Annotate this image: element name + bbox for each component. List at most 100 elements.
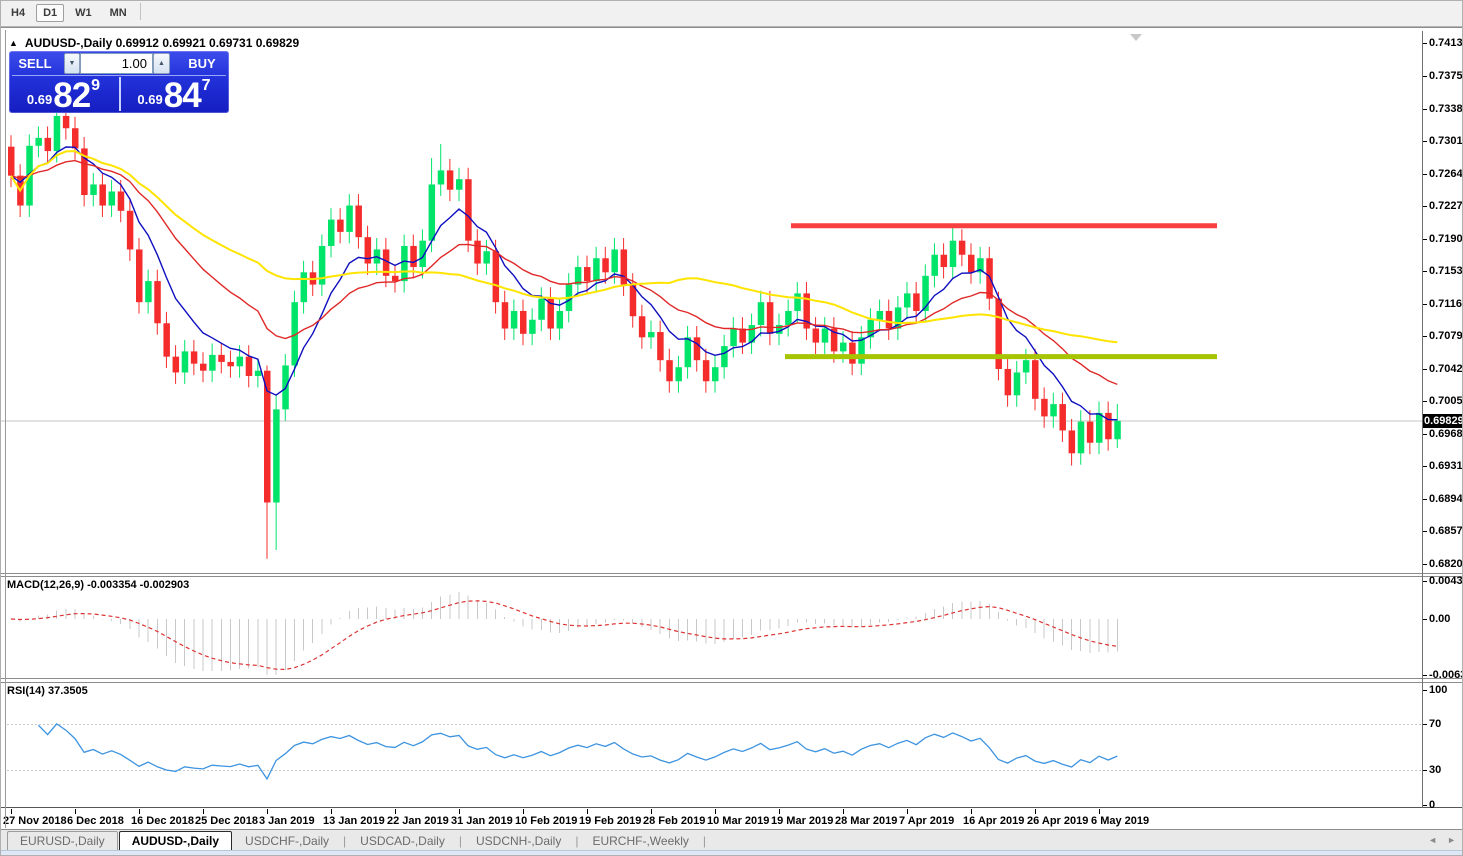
- buy-price-button[interactable]: 0.69 84 7: [119, 77, 227, 113]
- candle-down: [474, 240, 481, 264]
- candle-up: [593, 258, 600, 282]
- buy-button[interactable]: BUY: [188, 56, 216, 71]
- time-axis-tick: [779, 809, 780, 814]
- candle-down: [44, 137, 52, 152]
- candle-down: [584, 267, 591, 282]
- macd-label: MACD(12,26,9) -0.003354 -0.002903: [7, 579, 190, 591]
- one-click-toggle-icon[interactable]: ▲: [9, 38, 18, 48]
- chart-tab-eurusd-daily[interactable]: EURUSD-,Daily: [7, 831, 118, 852]
- rsi-line: [37, 723, 1118, 781]
- candle-up: [949, 240, 957, 268]
- timeframe-w1[interactable]: W1: [75, 7, 92, 19]
- volume-input[interactable]: [80, 53, 153, 74]
- candle-up: [785, 310, 792, 326]
- candle-up: [1077, 421, 1085, 454]
- timeframe-d1[interactable]: D1: [36, 4, 65, 22]
- time-axis-tick: [1035, 809, 1037, 814]
- volume-decrease-button[interactable]: ▼: [64, 53, 80, 74]
- tabs-scroll-left-icon[interactable]: ◄: [1428, 835, 1438, 845]
- macd-signal-line: [10, 600, 1118, 671]
- candle-down: [1004, 368, 1012, 396]
- candle-up: [867, 319, 874, 338]
- candle-up: [1013, 372, 1021, 396]
- timeframe-h4[interactable]: H4: [11, 7, 26, 19]
- tab-separator: |: [343, 834, 347, 848]
- candle-down: [136, 249, 143, 303]
- candle-down: [364, 237, 372, 264]
- chart-tab-usdchf-daily[interactable]: USDCHF-,Daily: [245, 834, 330, 848]
- sell-button[interactable]: SELL: [18, 56, 52, 71]
- candle-down: [446, 170, 454, 190]
- chart-workspace: ▲ AUDUSD-,Daily 0.69912 0.69921 0.69731 0…: [1, 27, 1463, 829]
- candle-down: [739, 328, 746, 343]
- sell-price-button[interactable]: 0.69 82 9: [10, 77, 117, 113]
- candle-down: [849, 342, 856, 364]
- macd-canvas[interactable]: [1, 577, 1422, 678]
- chart-shift-marker[interactable]: [1130, 34, 1142, 41]
- candle-up: [483, 251, 490, 264]
- candle-up: [53, 115, 61, 152]
- candle-up: [840, 342, 847, 352]
- volume-increase-button[interactable]: ▲: [153, 53, 170, 74]
- candle-up: [1114, 420, 1121, 440]
- chart-tab-audusd-daily[interactable]: AUDUSD-,Daily: [118, 831, 233, 852]
- candle-down: [693, 337, 701, 361]
- time-axis-label: 10 Feb 2019: [515, 815, 578, 827]
- time-axis-label: 6 May 2019: [1091, 815, 1150, 827]
- time-axis-tick: [331, 809, 332, 814]
- time-axis-label: 26 Apr 2019: [1027, 815, 1089, 827]
- candle-down: [8, 146, 15, 176]
- price-axis-tick: [1422, 206, 1427, 208]
- timeframe-mn[interactable]: MN: [109, 7, 127, 19]
- current-price-tag: 0.69829: [1422, 413, 1463, 428]
- candle-down: [1105, 412, 1112, 440]
- rsi-axis-tick: [1422, 804, 1427, 806]
- time-axis-tick: [1099, 809, 1101, 814]
- time-axis-label: 19 Feb 2019: [579, 815, 642, 827]
- price-axis-separator: [1422, 31, 1423, 808]
- candle-down: [968, 254, 975, 273]
- sell-price-pip: 9: [91, 77, 101, 94]
- rsi-axis-label: 0: [1429, 798, 1436, 811]
- candle-up: [209, 354, 216, 371]
- chart-tab-usdcad-daily[interactable]: USDCAD-,Daily: [360, 834, 445, 848]
- candle-down: [465, 179, 472, 241]
- candle-up: [181, 351, 189, 373]
- time-axis[interactable]: 27 Nov 2018 6 Dec 2018 16 Dec 2018 25 Dec 2…: [1, 809, 1462, 829]
- price-axis-tick: [1422, 498, 1427, 500]
- ma-medium-line: [10, 159, 1118, 386]
- candle-up: [904, 293, 911, 308]
- candle-up: [894, 307, 902, 329]
- price-axis-tick: [1422, 368, 1427, 370]
- candle-down: [702, 360, 710, 382]
- candle-up: [428, 184, 436, 241]
- candle-up: [757, 302, 765, 326]
- time-axis-tick: [75, 809, 76, 814]
- chart-tab-usdcnh-daily[interactable]: USDCNH-,Daily: [475, 834, 562, 848]
- macd-axis-tick: [1422, 675, 1427, 676]
- candle-down: [117, 191, 125, 211]
- rsi-canvas[interactable]: [1, 683, 1422, 807]
- candle-down: [227, 361, 234, 367]
- price-chart-canvas[interactable]: [1, 31, 1422, 573]
- time-axis-label: 25 Dec 2018: [195, 815, 258, 827]
- candle-up: [1022, 360, 1030, 373]
- candle-down: [1068, 430, 1076, 454]
- time-axis-label: 3 Jan 2019: [259, 815, 315, 827]
- rsi-axis-label: 70: [1429, 718, 1442, 731]
- tabs-scroll-right-icon[interactable]: ►: [1447, 835, 1456, 845]
- candle-up: [108, 191, 116, 206]
- price-axis-tick: [1422, 141, 1427, 143]
- time-axis-label: 16 Dec 2018: [131, 815, 194, 827]
- toolbar-separator: [139, 3, 141, 21]
- price-axis-tick: [1422, 238, 1427, 240]
- candle-up: [675, 367, 682, 382]
- candle-down: [830, 328, 838, 352]
- tab-separator: |: [702, 834, 707, 848]
- candle-down: [218, 354, 225, 362]
- candle-up: [419, 240, 426, 268]
- chart-tab-eurchf-weekly[interactable]: EURCHF-,Weekly: [592, 834, 689, 848]
- tab-separator: |: [575, 834, 579, 848]
